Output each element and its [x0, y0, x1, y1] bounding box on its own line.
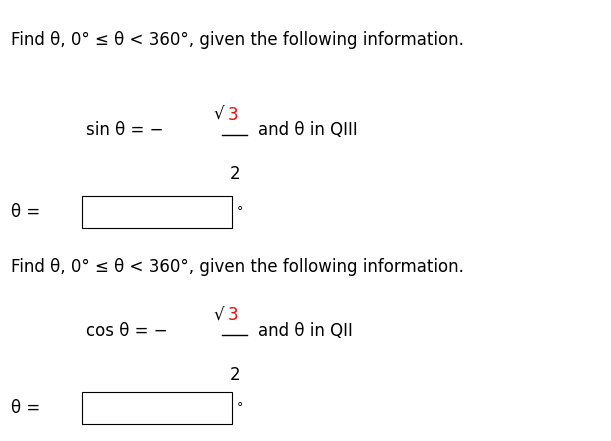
Text: Find θ, 0° ≤ θ < 360°, given the following information.: Find θ, 0° ≤ θ < 360°, given the followi… [11, 31, 464, 49]
Text: 3: 3 [227, 306, 238, 325]
Text: 3: 3 [227, 106, 238, 124]
Text: √: √ [214, 306, 224, 325]
Text: sin θ = −: sin θ = − [86, 121, 168, 139]
Text: and θ in QII: and θ in QII [258, 322, 353, 340]
FancyBboxPatch shape [82, 392, 232, 424]
Text: 2: 2 [229, 165, 240, 183]
Text: θ =: θ = [11, 203, 40, 220]
Text: θ =: θ = [11, 399, 40, 417]
Text: Find θ, 0° ≤ θ < 360°, given the following information.: Find θ, 0° ≤ θ < 360°, given the followi… [11, 258, 464, 276]
FancyBboxPatch shape [82, 196, 232, 228]
Text: 2: 2 [229, 366, 240, 384]
Text: and θ in QIII: and θ in QIII [258, 121, 358, 139]
Text: °: ° [237, 401, 243, 415]
Text: cos θ = −: cos θ = − [86, 322, 172, 340]
Text: √: √ [214, 106, 224, 124]
Text: °: ° [237, 205, 243, 218]
